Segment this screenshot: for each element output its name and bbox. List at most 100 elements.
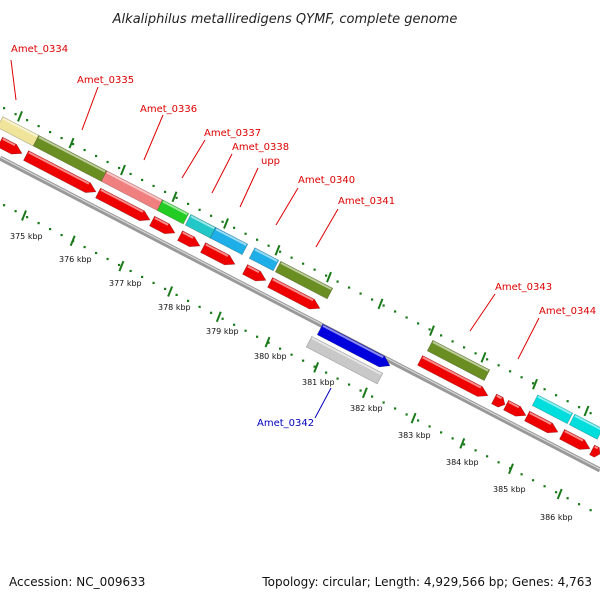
- tick-major: [171, 191, 178, 203]
- tick-dot: [428, 425, 431, 428]
- kbp-label: 385 kbp: [493, 485, 526, 494]
- tick-dot: [313, 268, 316, 271]
- cds-bar: [589, 444, 600, 458]
- tick-dot: [451, 340, 454, 343]
- tick-dot: [463, 346, 466, 349]
- tick-dot: [532, 382, 535, 385]
- callout-line: [211, 153, 233, 194]
- gene-bar-Amet_0344: [568, 413, 600, 440]
- kbp-label: 383 kbp: [398, 431, 431, 440]
- tick-dot: [141, 178, 144, 182]
- gene-label-Amet_0343[interactable]: Amet_0343: [495, 282, 552, 293]
- tick-dot: [3, 204, 6, 207]
- tick-dot: [37, 125, 40, 128]
- tick-dot: [382, 401, 385, 404]
- tick-dot: [221, 317, 224, 320]
- tick-dot: [474, 352, 477, 355]
- callout-line: [10, 59, 17, 101]
- tick-major: [167, 286, 174, 297]
- tick-major: [508, 463, 514, 475]
- tick-dot: [509, 370, 512, 373]
- gene-label-Amet_0338[interactable]: Amet_0338: [232, 142, 289, 153]
- tick-dot: [198, 305, 201, 308]
- cds-bar: [503, 399, 527, 417]
- tick-dot: [566, 497, 569, 500]
- gene-bar-Amet_0337: [156, 199, 190, 225]
- callout-line: [315, 208, 339, 248]
- kbp-label: 386 kbp: [540, 513, 573, 522]
- accession-text: Accession: NC_009633: [9, 575, 145, 589]
- gene-label-Amet_0334[interactable]: Amet_0334: [11, 44, 68, 55]
- gene-callouts: Amet_0334 Amet_0335 Amet_0336 Amet_0337 Amet…: [10, 44, 596, 429]
- tick-dot: [279, 250, 282, 253]
- tick-dot: [555, 491, 558, 494]
- tick-dot: [233, 323, 236, 326]
- tick-major: [120, 164, 126, 176]
- gene-label-Amet_0337[interactable]: Amet_0337: [204, 128, 261, 139]
- tick-dot: [578, 406, 581, 409]
- tick-dot: [440, 334, 443, 337]
- tick-dot: [532, 479, 535, 482]
- tick-dot: [256, 238, 259, 241]
- tick-dot: [497, 364, 500, 367]
- tick-dot: [233, 226, 236, 229]
- callout-line: [143, 114, 164, 161]
- tick-major: [459, 438, 466, 449]
- tick-major: [69, 235, 76, 247]
- tick-dot: [210, 214, 213, 217]
- callout-line: [469, 293, 496, 332]
- tick-dot: [359, 389, 362, 392]
- gene-label-Amet_0340[interactable]: Amet_0340: [298, 175, 355, 186]
- tick-dot: [417, 419, 420, 422]
- tick-dot: [60, 136, 63, 140]
- tick-major: [17, 111, 23, 122]
- tick-dot: [336, 280, 339, 283]
- tick-dot: [302, 359, 305, 362]
- kbp-labels: 375 kbp 376 kbp 377 kbp 378 kbp 379 kbp 380 k…: [10, 232, 573, 522]
- tick-dot: [210, 311, 213, 314]
- tick-dot: [37, 222, 40, 225]
- tick-dot: [520, 473, 523, 476]
- tick-major: [21, 210, 27, 221]
- tick-dot: [83, 148, 86, 152]
- tick-dot: [279, 347, 282, 350]
- tick-dot: [290, 353, 293, 356]
- gene-label-upp[interactable]: upp: [261, 156, 280, 167]
- callout-line: [81, 86, 99, 131]
- tick-major: [429, 325, 435, 337]
- outer-tick-track: [3, 107, 592, 417]
- tick-dot: [417, 322, 420, 325]
- tick-dot: [486, 455, 489, 458]
- tick-dot: [152, 184, 155, 188]
- tick-dot: [3, 107, 6, 110]
- callout-line: [181, 139, 206, 179]
- map-title: Alkaliphilus metalliredigens QYMF, compl…: [112, 12, 458, 27]
- gene-label-Amet_0335[interactable]: Amet_0335: [77, 75, 134, 86]
- kbp-label: 384 kbp: [446, 458, 479, 467]
- tick-dot: [543, 485, 546, 488]
- gene-label-Amet_0336[interactable]: Amet_0336: [140, 104, 197, 115]
- gene-label-Amet_0342[interactable]: Amet_0342: [257, 418, 314, 429]
- tick-dot: [106, 160, 109, 164]
- tick-dot: [394, 310, 397, 313]
- tick-dot: [72, 142, 75, 146]
- cds-bar: [417, 355, 489, 397]
- tick-dot: [405, 316, 408, 319]
- tick-dot: [26, 216, 29, 219]
- gene-label-Amet_0344[interactable]: Amet_0344: [539, 306, 596, 317]
- cds-bar: [23, 150, 97, 193]
- gene-label-Amet_0341[interactable]: Amet_0341: [338, 196, 395, 207]
- tick-dot: [141, 275, 144, 279]
- tick-dot: [474, 449, 477, 452]
- cds-bar: [242, 264, 267, 282]
- cds-bar: [524, 410, 559, 434]
- tick-dot: [164, 190, 167, 193]
- gene-features: [0, 116, 600, 458]
- tick-dot: [129, 269, 132, 273]
- tick-dot: [555, 394, 558, 397]
- tick-dot: [49, 228, 52, 231]
- kbp-label: 378 kbp: [158, 303, 191, 312]
- tick-dot: [187, 299, 190, 302]
- tick-dot: [313, 365, 316, 368]
- genome-backbone: [0, 155, 600, 473]
